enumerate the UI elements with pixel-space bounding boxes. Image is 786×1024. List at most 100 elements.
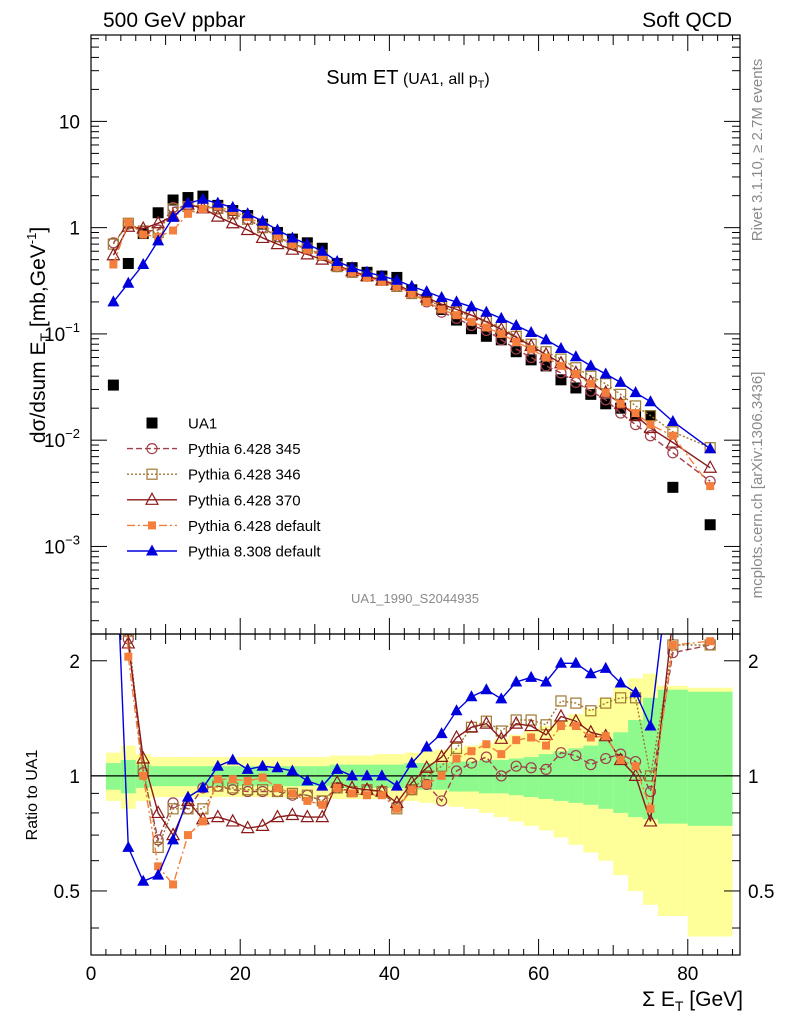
data-point (183, 831, 192, 840)
data-point (182, 803, 194, 815)
data-point (451, 314, 463, 326)
data-point (667, 531, 679, 542)
data-point (270, 809, 285, 823)
data-point (346, 769, 359, 781)
data-point (665, 434, 680, 448)
data-point (407, 289, 416, 298)
data-point (361, 265, 374, 277)
data-point (271, 761, 284, 773)
data-point (196, 781, 209, 793)
data-point (644, 785, 657, 798)
legend-marker (144, 492, 160, 505)
data-point (152, 841, 164, 853)
data-point (169, 226, 178, 235)
data-point (109, 260, 118, 269)
data-point (510, 714, 522, 726)
data-point (256, 759, 269, 771)
data-point (226, 753, 239, 765)
data-point (556, 361, 565, 370)
data-point (258, 773, 267, 782)
data-point (286, 764, 299, 776)
data-point (542, 353, 551, 362)
series-pythia-8-308-default (107, 192, 717, 454)
ratio-y-tick-label-right: 1 (748, 767, 759, 788)
data-point (614, 375, 627, 387)
ratio-y-tick-label-right: 2 (748, 652, 759, 673)
data-point (509, 715, 524, 729)
data-point (407, 785, 416, 794)
data-point (555, 374, 567, 386)
data-point (667, 481, 679, 493)
stat-uncertainty-band (478, 760, 494, 794)
data-point (198, 817, 207, 826)
data-point (495, 725, 507, 737)
legend-label: Pythia 6.428 345 (188, 441, 301, 458)
data-point (480, 751, 492, 763)
data-point (198, 204, 207, 213)
data-point (181, 196, 194, 208)
data-point (646, 804, 655, 813)
data-point (570, 697, 582, 709)
data-point (450, 765, 463, 777)
data-point (482, 323, 491, 332)
data-point (704, 442, 717, 454)
data-point (122, 257, 134, 269)
data-point (139, 771, 148, 780)
data-point (151, 215, 166, 229)
data-point (152, 234, 165, 246)
data-point (494, 731, 509, 744)
series-line (112, 205, 711, 482)
data-point (540, 333, 553, 345)
data-point (495, 311, 508, 323)
data-point (286, 787, 299, 799)
y-tick-label: 10−2 (44, 426, 80, 452)
plot-title: Sum ET (UA1, all pT) (326, 67, 489, 91)
data-point (525, 326, 538, 338)
data-point (107, 295, 120, 307)
data-point (616, 756, 625, 765)
data-point (331, 255, 344, 267)
y-tick-label: 10 (59, 112, 80, 133)
data-point (449, 729, 464, 743)
data-point (465, 300, 478, 312)
data-point (585, 705, 597, 717)
data-point (225, 215, 240, 229)
data-point (122, 217, 134, 229)
data-point (124, 218, 133, 227)
data-point (644, 395, 657, 407)
data-point (286, 231, 299, 243)
data-point (586, 379, 595, 388)
ratio-y-tick-label-left: 0.5 (54, 882, 80, 903)
data-point (273, 783, 282, 792)
data-point (122, 840, 135, 852)
data-point (585, 759, 597, 771)
data-point (225, 813, 240, 827)
data-point (600, 697, 612, 709)
data-point (213, 775, 222, 784)
data-point (482, 740, 491, 749)
y-tick-label: 1 (69, 219, 80, 240)
data-point (465, 323, 477, 335)
data-point (465, 690, 478, 702)
stat-uncertainty-band (120, 760, 136, 794)
data-point (539, 727, 554, 740)
legend-item-pythia-6-428-346: Pythia 6.428 346 (127, 467, 301, 484)
data-point (196, 192, 209, 204)
data-point (315, 809, 330, 823)
ratio-panel-series (118, 531, 716, 889)
stat-uncertainty-band (613, 732, 629, 813)
data-point (667, 611, 679, 622)
data-point (255, 818, 270, 831)
data-point (615, 388, 627, 400)
data-point (616, 399, 625, 408)
analysis-id: UA1_1990_S2044935 (351, 591, 479, 606)
series-line (127, 634, 672, 837)
data-point (527, 345, 536, 354)
data-point (211, 196, 224, 208)
stat-uncertainty-band (687, 691, 733, 826)
data-point (273, 231, 282, 240)
data-point (421, 778, 433, 790)
main-panel-series (106, 190, 718, 531)
data-point (124, 652, 133, 661)
